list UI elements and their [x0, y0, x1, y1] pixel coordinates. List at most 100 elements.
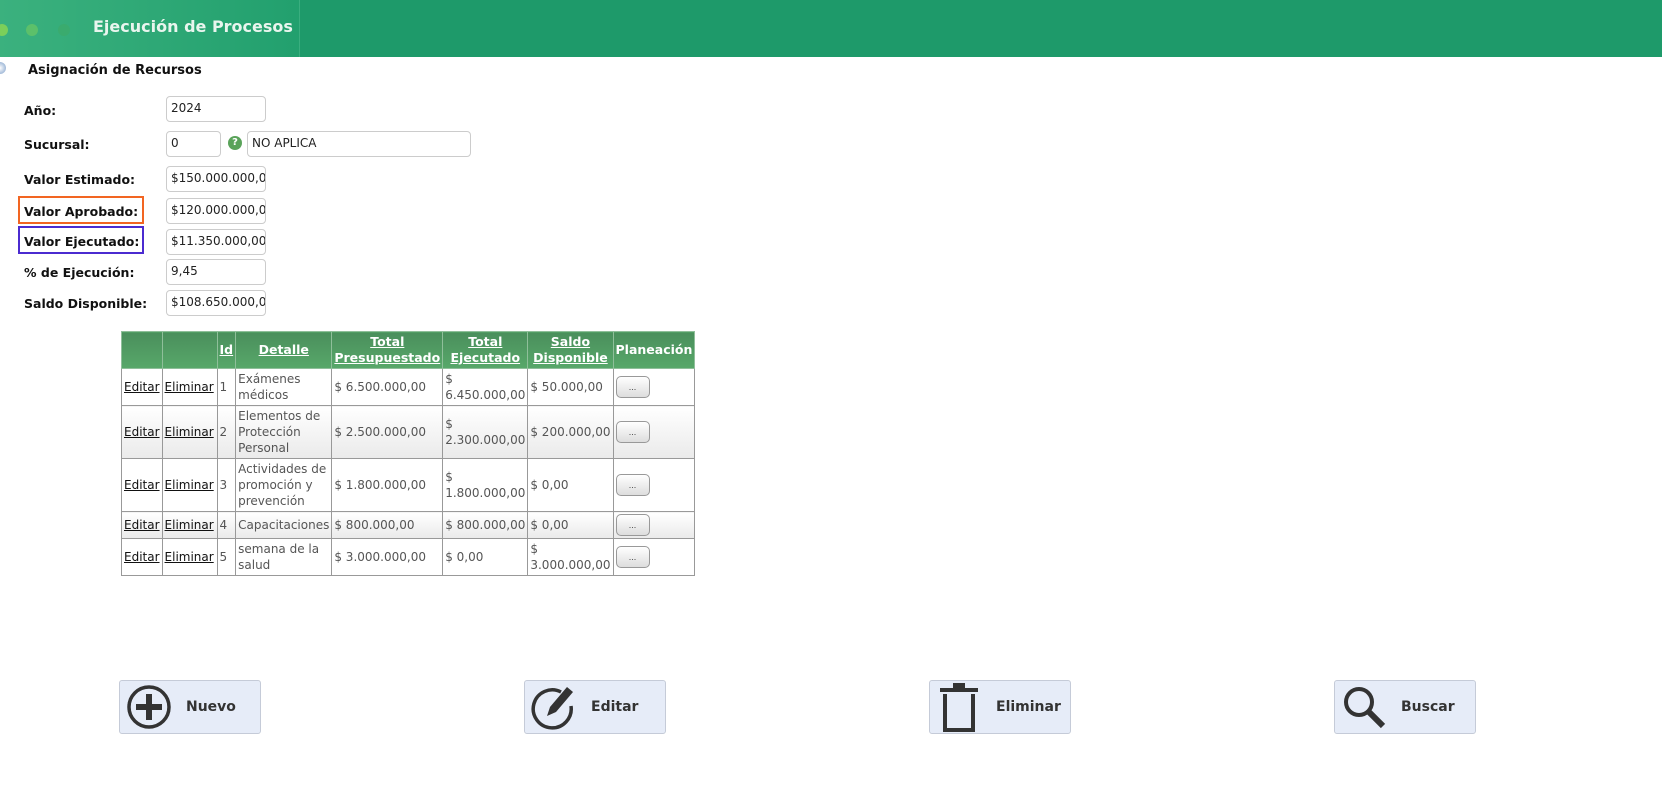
sort-saldo-link[interactable]: Saldo Disponible — [533, 334, 608, 365]
presupuestado-cell: $ 3.000.000,00 — [331, 538, 444, 576]
sort-presupuestado-link[interactable]: Total Presupuestado — [334, 334, 441, 365]
edit-link[interactable]: Editar — [124, 550, 160, 564]
id-cell: 5 — [216, 538, 237, 576]
delete-cell: Eliminar — [161, 458, 218, 512]
app-header: Ejecución de Procesos — [0, 0, 1662, 57]
table-header-row: Id Detalle Total Presupuestado Total Eje… — [121, 331, 696, 369]
delete-link[interactable]: Eliminar — [164, 550, 214, 564]
valor-estimado-label: Valor Estimado: — [24, 172, 136, 187]
valor-estimado-input[interactable]: $150.000.000,00 — [166, 166, 266, 192]
edit-cell: Editar — [121, 458, 163, 512]
sucursal-name-input[interactable]: NO APLICA — [247, 131, 471, 157]
planeacion-button[interactable]: ... — [615, 474, 650, 496]
edit-cell: Editar — [121, 511, 163, 539]
valor-ejecutado-label: Valor Ejecutado: — [24, 234, 140, 249]
plus-circle-icon — [127, 685, 171, 729]
edit-pencil-icon — [531, 687, 573, 730]
table-row: Editar Eliminar 1 Exámenes médicos $ 6.5… — [121, 368, 696, 406]
highlight-box-aprobado — [18, 196, 144, 224]
delete-link[interactable]: Eliminar — [164, 425, 214, 439]
planeacion-button[interactable]: ... — [615, 514, 650, 536]
dot-icon — [58, 24, 70, 36]
anio-input[interactable]: 2024 — [166, 96, 266, 122]
pct-ejecucion-input[interactable]: 9,45 — [166, 259, 266, 285]
planeacion-cell: ... — [612, 511, 696, 539]
table-row: Editar Eliminar 2 Elementos de Protecció… — [121, 405, 696, 459]
saldo-cell: $ 0,00 — [527, 511, 614, 539]
presupuestado-cell: $ 1.800.000,00 — [331, 458, 444, 512]
buscar-label: Buscar — [1401, 699, 1455, 715]
sort-detalle-link[interactable]: Detalle — [258, 342, 309, 357]
sort-ejecutado-link[interactable]: Total Ejecutado — [450, 334, 521, 365]
id-cell: 4 — [216, 511, 237, 539]
id-cell: 1 — [216, 368, 237, 406]
planeacion-cell: ... — [612, 405, 696, 459]
pct-ejecucion-label: % de Ejecución: — [24, 265, 135, 280]
trash-icon — [940, 683, 978, 732]
presupuestado-cell: $ 2.500.000,00 — [331, 405, 444, 459]
eliminar-label: Eliminar — [996, 699, 1061, 715]
section-icon — [0, 62, 6, 74]
planeacion-button[interactable]: ... — [615, 546, 650, 568]
detalle-cell: Actividades de promoción y prevención — [235, 458, 333, 512]
presupuestado-cell: $ 800.000,00 — [331, 511, 444, 539]
section-title: Asignación de Recursos — [28, 63, 202, 78]
col-detalle[interactable]: Detalle — [235, 331, 333, 369]
valor-aprobado-label: Valor Aprobado: — [24, 204, 139, 219]
delete-cell: Eliminar — [161, 368, 218, 406]
planeacion-cell: ... — [612, 458, 696, 512]
edit-link[interactable]: Editar — [124, 380, 160, 394]
delete-link[interactable]: Eliminar — [164, 518, 214, 532]
sort-id-link[interactable]: Id — [219, 342, 234, 357]
eliminar-button[interactable]: Eliminar — [929, 680, 1071, 734]
editar-button[interactable]: Editar — [524, 680, 666, 734]
col-presupuestado[interactable]: Total Presupuestado — [331, 331, 444, 369]
buscar-button[interactable]: Buscar — [1334, 680, 1476, 734]
help-icon[interactable]: ? — [228, 136, 242, 150]
table-row: Editar Eliminar 4 Capacitaciones $ 800.0… — [121, 511, 696, 539]
col-edit — [121, 331, 163, 369]
edit-link[interactable]: Editar — [124, 478, 160, 492]
delete-cell: Eliminar — [161, 538, 218, 576]
planeacion-button[interactable]: ... — [615, 376, 650, 398]
edit-cell: Editar — [121, 405, 163, 459]
planeacion-cell: ... — [612, 538, 696, 576]
saldo-cell: $ 3.000.000,00 — [527, 538, 614, 576]
ejecutado-cell: $ 800.000,00 — [442, 511, 529, 539]
delete-link[interactable]: Eliminar — [164, 380, 214, 394]
delete-link[interactable]: Eliminar — [164, 478, 214, 492]
saldo-cell: $ 200.000,00 — [527, 405, 614, 459]
col-saldo[interactable]: Saldo Disponible — [527, 331, 614, 369]
edit-link[interactable]: Editar — [124, 425, 160, 439]
saldo-cell: $ 50.000,00 — [527, 368, 614, 406]
table-row: Editar Eliminar 3 Actividades de promoci… — [121, 458, 696, 512]
detalle-cell: semana de la salud — [235, 538, 333, 576]
valor-aprobado-input[interactable]: $120.000.000,00 — [166, 198, 266, 224]
resources-table: Id Detalle Total Presupuestado Total Eje… — [121, 331, 696, 576]
saldo-disponible-input[interactable]: $108.650.000,00 — [166, 290, 266, 316]
col-ejecutado[interactable]: Total Ejecutado — [442, 331, 529, 369]
dot-icon — [26, 24, 38, 36]
sucursal-code-input[interactable]: 0 — [166, 131, 221, 157]
planeacion-button[interactable]: ... — [615, 421, 650, 443]
dot-icon — [0, 24, 8, 36]
table-row: Editar Eliminar 5 semana de la salud $ 3… — [121, 538, 696, 576]
id-cell: 2 — [216, 405, 237, 459]
col-id[interactable]: Id — [216, 331, 237, 369]
detalle-cell: Elementos de Protección Personal — [235, 405, 333, 459]
highlight-box-ejecutado — [18, 226, 144, 254]
edit-cell: Editar — [121, 538, 163, 576]
nuevo-label: Nuevo — [186, 699, 236, 715]
page-title: Ejecución de Procesos — [93, 17, 293, 36]
delete-cell: Eliminar — [161, 405, 218, 459]
edit-link[interactable]: Editar — [124, 518, 160, 532]
edit-cell: Editar — [121, 368, 163, 406]
planeacion-cell: ... — [612, 368, 696, 406]
header-logo-area: Ejecución de Procesos — [0, 0, 300, 57]
detalle-cell: Capacitaciones — [235, 511, 333, 539]
sucursal-label: Sucursal: — [24, 137, 90, 152]
valor-ejecutado-input[interactable]: $11.350.000,00 — [166, 229, 266, 255]
ejecutado-cell: $ 6.450.000,00 — [442, 368, 529, 406]
nuevo-button[interactable]: Nuevo — [119, 680, 261, 734]
ejecutado-cell: $ 1.800.000,00 — [442, 458, 529, 512]
